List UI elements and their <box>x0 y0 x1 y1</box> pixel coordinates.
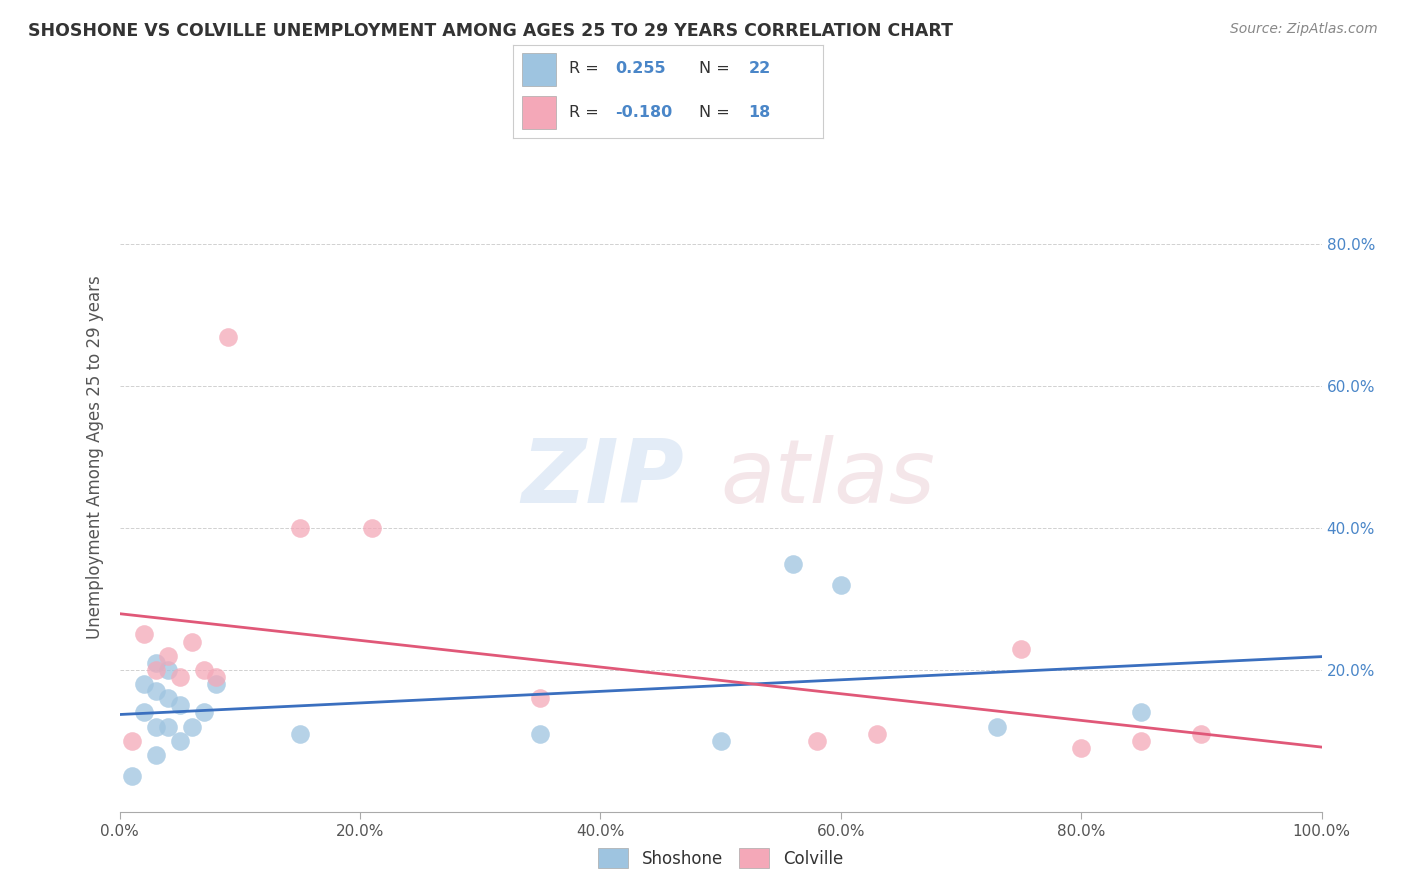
Point <box>180 634 202 648</box>
Point <box>529 691 551 706</box>
Point <box>169 698 191 713</box>
Legend: Shoshone, Colville: Shoshone, Colville <box>592 842 849 874</box>
Point <box>866 727 889 741</box>
Text: 22: 22 <box>748 61 770 76</box>
Point <box>156 720 179 734</box>
Point <box>145 684 167 698</box>
Text: atlas: atlas <box>720 435 935 522</box>
Point <box>288 521 311 535</box>
Text: SHOSHONE VS COLVILLE UNEMPLOYMENT AMONG AGES 25 TO 29 YEARS CORRELATION CHART: SHOSHONE VS COLVILLE UNEMPLOYMENT AMONG … <box>28 22 953 40</box>
Point <box>132 706 155 720</box>
Point <box>121 733 143 747</box>
Point <box>169 733 191 747</box>
Point <box>193 663 215 677</box>
FancyBboxPatch shape <box>523 53 557 86</box>
Text: ZIP: ZIP <box>522 435 685 522</box>
Text: 0.255: 0.255 <box>616 61 666 76</box>
Y-axis label: Unemployment Among Ages 25 to 29 years: Unemployment Among Ages 25 to 29 years <box>86 276 104 639</box>
Point <box>1189 727 1212 741</box>
Point <box>132 627 155 641</box>
Point <box>1130 706 1153 720</box>
Point <box>145 656 167 670</box>
Point <box>169 670 191 684</box>
Point <box>132 677 155 691</box>
Point <box>709 733 731 747</box>
Point <box>830 578 852 592</box>
Text: R =: R = <box>569 105 603 120</box>
Point <box>145 663 167 677</box>
Point <box>986 720 1008 734</box>
Point <box>145 747 167 762</box>
Point <box>156 648 179 663</box>
Point <box>217 329 239 343</box>
Point <box>1010 641 1032 656</box>
Point <box>204 677 226 691</box>
Point <box>1130 733 1153 747</box>
Point <box>156 663 179 677</box>
FancyBboxPatch shape <box>523 96 557 129</box>
Point <box>156 691 179 706</box>
Point <box>1070 740 1092 755</box>
Point <box>145 720 167 734</box>
Point <box>782 557 804 571</box>
Text: -0.180: -0.180 <box>616 105 672 120</box>
Point <box>288 727 311 741</box>
Text: R =: R = <box>569 61 603 76</box>
Point <box>193 706 215 720</box>
Point <box>121 769 143 783</box>
Text: N =: N = <box>699 61 735 76</box>
Point <box>180 720 202 734</box>
Point <box>204 670 226 684</box>
Text: 18: 18 <box>748 105 770 120</box>
Point <box>529 727 551 741</box>
Text: N =: N = <box>699 105 735 120</box>
Text: Source: ZipAtlas.com: Source: ZipAtlas.com <box>1230 22 1378 37</box>
Point <box>361 521 384 535</box>
Point <box>806 733 828 747</box>
